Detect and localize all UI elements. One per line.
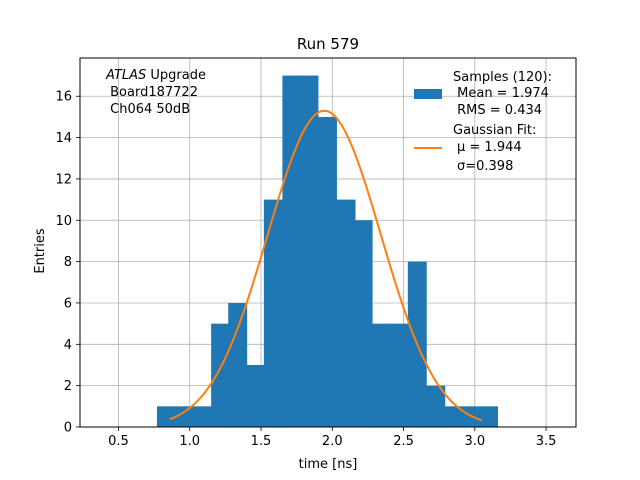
histogram-bar [156, 406, 175, 427]
histogram-bar [211, 323, 229, 427]
atlas-label: ATLAS [105, 68, 146, 83]
y-tick-label: 6 [64, 296, 72, 311]
y-tick-label: 4 [64, 338, 72, 353]
x-tick-label: 2.0 [322, 434, 343, 449]
histogram-bar [228, 302, 248, 427]
x-tick-label: 1.0 [179, 434, 200, 449]
plot-frame [79, 57, 577, 428]
atlas-annotation: ATLAS Upgrade Board187722 Ch064 50dB [105, 68, 206, 117]
svg-text:ATLAS Upgrade: ATLAS Upgrade [105, 68, 206, 83]
x-axis-ticks: 0.5 1.0 1.5 2.0 2.5 3.0 3.5 [108, 427, 556, 449]
histogram-bar [372, 323, 392, 427]
histogram-bar [282, 75, 302, 428]
legend-samples-swatch [414, 89, 442, 99]
histogram-bar [318, 116, 337, 428]
y-tick-label: 10 [55, 214, 72, 229]
x-tick-label: 3.5 [536, 434, 557, 449]
channel-label: Ch064 50dB [106, 102, 190, 117]
board-label: Board187722 [106, 85, 198, 100]
histogram-bar [192, 406, 212, 427]
legend-fit-line-3: σ=0.398 [457, 159, 513, 174]
x-tick-label: 1.5 [251, 434, 272, 449]
chart-title: Run 579 [297, 35, 359, 53]
histogram-bar [174, 406, 193, 427]
x-axis-label: time [ns] [299, 457, 358, 472]
x-tick-label: 3.0 [464, 434, 485, 449]
histogram-bar [300, 75, 319, 428]
y-tick-label: 8 [64, 255, 72, 270]
y-axis-ticks: 0 2 4 6 8 10 12 14 16 [55, 90, 80, 436]
histogram-bar [263, 199, 283, 427]
legend-samples-line-1: Samples (120): [453, 70, 552, 85]
legend-samples-line-2: Mean = 1.974 [453, 86, 549, 101]
histogram-bar [444, 406, 463, 427]
x-tick-label: 0.5 [108, 434, 129, 449]
histogram-bar [480, 406, 499, 427]
y-tick-label: 14 [55, 131, 72, 146]
legend-fit-line-2: μ = 1.944 [457, 140, 522, 155]
histogram-bar [390, 323, 409, 427]
legend-fit-line-1: Gaussian Fit: [453, 123, 536, 138]
legend-samples-line-3: RMS = 0.434 [453, 103, 542, 118]
y-axis-label: Entries [33, 228, 48, 274]
y-tick-label: 16 [55, 90, 72, 105]
fit-curve [169, 109, 483, 422]
gaussian-fit-line [169, 109, 483, 422]
y-tick-label: 12 [55, 172, 72, 187]
histogram-bar [355, 220, 373, 427]
legend: Samples (120): Mean = 1.974 RMS = 0.434 … [414, 70, 552, 174]
y-tick-label: 2 [64, 379, 72, 394]
histogram-bar [246, 364, 265, 427]
histogram-bar [426, 385, 446, 427]
y-tick-label: 0 [64, 421, 72, 436]
histogram-bar [336, 199, 356, 427]
x-tick-label: 2.5 [393, 434, 414, 449]
histogram-bars [156, 75, 499, 428]
upgrade-label: Upgrade [146, 68, 206, 83]
